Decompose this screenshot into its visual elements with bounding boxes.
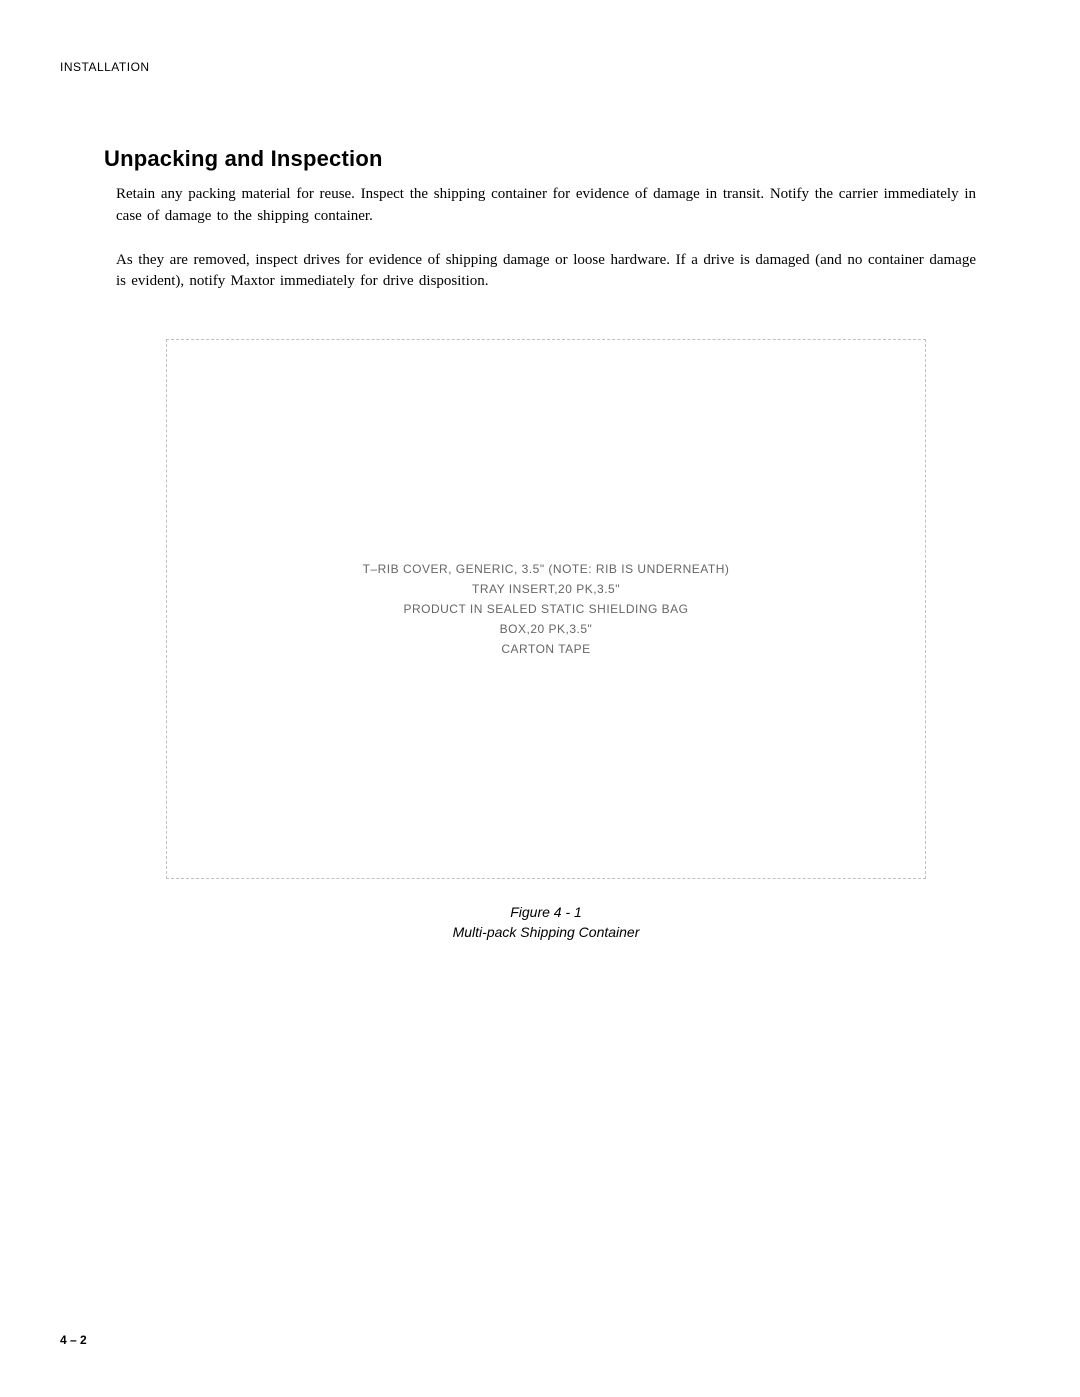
page-number: 4 – 2: [60, 1333, 87, 1347]
figure-caption: Figure 4 - 1 Multi-pack Shipping Contain…: [116, 903, 976, 942]
document-page: INSTALLATION Unpacking and Inspection Re…: [0, 0, 1080, 1397]
figure-callout: PRODUCT IN SEALED STATIC SHIELDING BAG: [403, 602, 688, 616]
body-paragraph-1: Retain any packing material for reuse. I…: [116, 184, 976, 228]
figure-illustration: T–RIB COVER, GENERIC, 3.5" (NOTE: RIB IS…: [166, 339, 926, 879]
figure-callout: CARTON TAPE: [501, 642, 590, 656]
figure-callout: BOX,20 PK,3.5": [500, 622, 593, 636]
figure-block: T–RIB COVER, GENERIC, 3.5" (NOTE: RIB IS…: [116, 339, 976, 942]
figure-number: Figure 4 - 1: [510, 904, 582, 920]
body-paragraph-2: As they are removed, inspect drives for …: [116, 250, 976, 294]
section-title: Unpacking and Inspection: [104, 146, 1020, 172]
figure-callout: T–RIB COVER, GENERIC, 3.5" (NOTE: RIB IS…: [363, 562, 730, 576]
figure-callout: TRAY INSERT,20 PK,3.5": [472, 582, 620, 596]
figure-title: Multi-pack Shipping Container: [453, 924, 640, 940]
running-header: INSTALLATION: [60, 60, 1020, 74]
